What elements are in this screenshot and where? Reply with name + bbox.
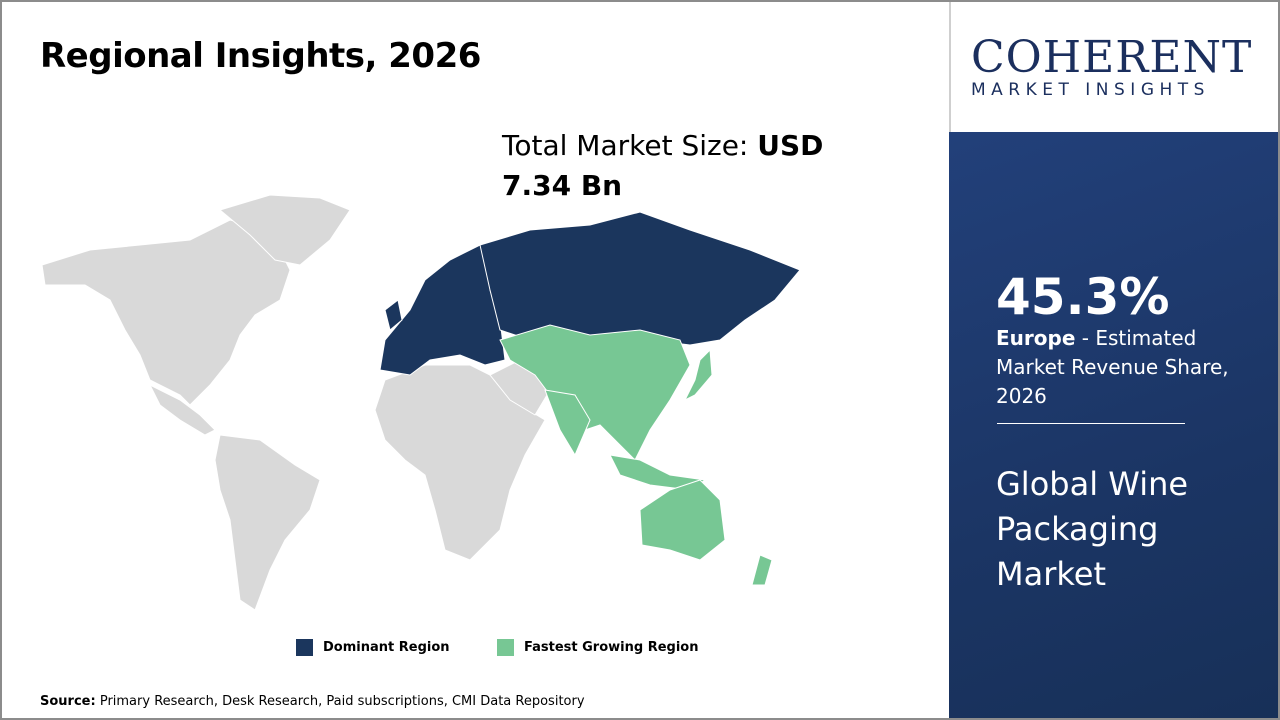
logo-sub-text: MARKET INSIGHTS	[971, 80, 1210, 100]
info-panel	[949, 132, 1278, 718]
legend-fastest: Fastest Growing Region	[497, 639, 698, 656]
source-note: Source: Primary Research, Desk Research,…	[40, 694, 585, 709]
share-desc-text: - Estimated Market Revenue Share, 2026	[996, 326, 1229, 408]
legend-dominant: Dominant Region	[296, 639, 450, 656]
map-uk	[384, 299, 403, 331]
map-north-america	[41, 219, 291, 406]
legend-swatch-fastest	[497, 639, 514, 656]
source-label: Source:	[40, 694, 96, 709]
total-market-label: Total Market Size:	[502, 129, 749, 162]
legend-label-dominant: Dominant Region	[323, 640, 450, 655]
share-value: 45.3%	[996, 268, 1170, 326]
logo-main-text: COHERENT	[971, 32, 1253, 83]
total-market-value: USD 7.34 Bn	[502, 129, 824, 202]
map-australia	[639, 479, 726, 561]
map-south-america	[214, 434, 321, 611]
map-russia	[479, 211, 801, 346]
total-market-size: Total Market Size: USD 7.34 Bn	[502, 126, 902, 206]
divider	[997, 423, 1185, 424]
logo: COHERENT MARKET INSIGHTS	[949, 2, 1278, 132]
map-japan	[683, 348, 713, 402]
source-text: Primary Research, Desk Research, Paid su…	[99, 694, 585, 709]
map-new-zealand	[751, 554, 773, 586]
page-title: Regional Insights, 2026	[40, 36, 481, 76]
legend-swatch-dominant	[296, 639, 313, 656]
world-map	[41, 194, 801, 611]
map-greenland	[218, 194, 351, 266]
share-region: Europe	[996, 326, 1076, 350]
map-india	[544, 389, 591, 457]
map-central-america	[148, 383, 216, 436]
market-name: Global Wine Packaging Market	[996, 465, 1189, 593]
share-description: Europe - Estimated Market Revenue Share,…	[996, 324, 1266, 411]
legend-label-fastest: Fastest Growing Region	[524, 640, 699, 655]
